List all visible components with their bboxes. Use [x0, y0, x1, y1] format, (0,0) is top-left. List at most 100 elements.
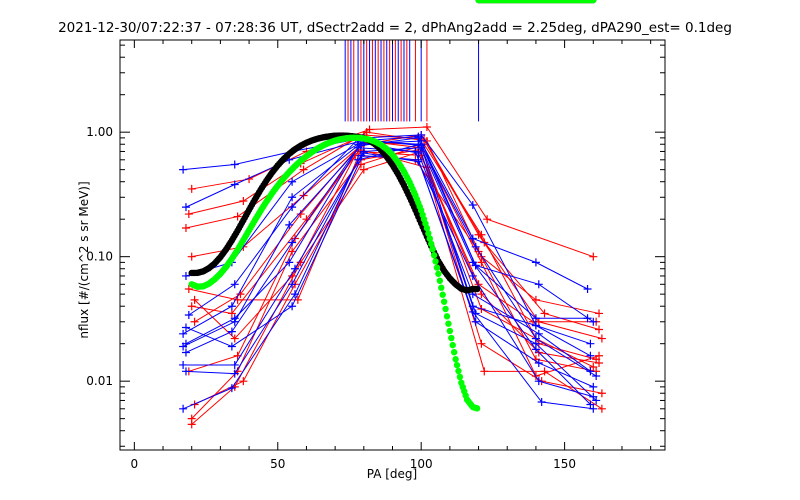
- data-point: [290, 264, 299, 273]
- data-point: [534, 358, 543, 367]
- x-tick-label: 150: [553, 457, 576, 471]
- data-point: [239, 377, 248, 386]
- data-point: [531, 314, 540, 323]
- data-point: [422, 123, 431, 132]
- data-point: [227, 302, 236, 311]
- y-tick-label: 0.01: [86, 374, 113, 388]
- data-point: [531, 345, 540, 354]
- data-point: [288, 247, 297, 256]
- data-point: [595, 309, 604, 318]
- fit-dot: [426, 235, 433, 242]
- data-point: [239, 197, 248, 206]
- data-point: [230, 314, 239, 323]
- data-point: [181, 339, 190, 348]
- data-point: [296, 210, 305, 219]
- data-point: [595, 325, 604, 334]
- data-point: [181, 223, 190, 232]
- y-tick-label: 0.10: [86, 250, 113, 264]
- data-point: [583, 284, 592, 293]
- data-point: [184, 311, 193, 320]
- data-point: [288, 177, 297, 186]
- data-point: [589, 252, 598, 261]
- data-point: [179, 404, 188, 413]
- blue-trace: [181, 138, 595, 376]
- data-point: [477, 339, 486, 348]
- fit-dot: [445, 320, 452, 327]
- data-point: [589, 382, 598, 391]
- data-point: [480, 367, 489, 376]
- data-point: [531, 334, 540, 343]
- data-point: [227, 327, 236, 336]
- data-point: [597, 404, 606, 413]
- fit-dot: [456, 373, 464, 381]
- data-point: [190, 400, 199, 409]
- red-trace: [190, 141, 604, 409]
- blue-trace-line: [185, 152, 594, 398]
- data-point: [468, 271, 477, 280]
- data-point: [592, 372, 601, 381]
- data-point: [187, 252, 196, 261]
- red-trace-line: [191, 142, 597, 360]
- data-point: [179, 165, 188, 174]
- data-point: [181, 323, 190, 332]
- data-point: [471, 317, 480, 326]
- data-point: [187, 420, 196, 429]
- data-point: [417, 141, 426, 150]
- data-point: [190, 295, 199, 304]
- data-point: [534, 377, 543, 386]
- data-point: [181, 348, 190, 357]
- fit-dot: [428, 240, 435, 248]
- data-point: [597, 389, 606, 398]
- fit-dot: [432, 258, 439, 265]
- data-point: [288, 203, 297, 212]
- data-point: [586, 351, 595, 360]
- fit-dot: [450, 348, 458, 356]
- axes: 0 50 100 150 0.01 0.10 1.00: [86, 40, 665, 471]
- data-point: [187, 302, 196, 311]
- data-point: [534, 280, 543, 289]
- data-point: [230, 369, 239, 378]
- data-point: [414, 157, 423, 166]
- data-point: [540, 309, 549, 318]
- data-point: [468, 201, 477, 210]
- data-point: [230, 334, 239, 343]
- red-trace-line: [191, 134, 603, 340]
- fit-dot: [438, 284, 445, 291]
- data-point: [471, 242, 480, 251]
- fit-dot: [425, 230, 432, 237]
- fit-dot: [439, 291, 446, 298]
- data-point: [595, 358, 604, 367]
- data-point: [227, 342, 236, 351]
- data-point: [362, 128, 371, 137]
- data-point: [230, 180, 239, 189]
- data-point: [477, 258, 486, 267]
- data-point: [181, 203, 190, 212]
- data-point: [589, 362, 598, 371]
- x-axis-label: PA [deg]: [367, 467, 417, 481]
- fit-dot: [440, 298, 448, 305]
- fit-dot: [455, 367, 462, 375]
- data-point: [359, 165, 368, 174]
- chart-title: 2021-12-30/07:22:37 - 07:28:36 UT, dSect…: [58, 20, 732, 36]
- data-point: [190, 317, 199, 326]
- fit-dot: [436, 277, 444, 284]
- red-trace-line: [194, 140, 594, 368]
- data-point: [184, 210, 193, 219]
- data-point: [537, 398, 546, 407]
- data-point: [586, 367, 595, 376]
- data-point: [181, 271, 190, 280]
- data-point: [540, 367, 549, 376]
- x-tick-label: 0: [131, 457, 139, 471]
- data-point: [583, 314, 592, 323]
- data-point: [288, 193, 297, 202]
- blue-trace: [181, 143, 598, 391]
- data-point: [534, 329, 543, 338]
- blue-trace-line: [183, 147, 591, 405]
- data-point: [474, 230, 483, 239]
- data-point: [299, 165, 308, 174]
- data-point: [288, 238, 297, 247]
- data-point: [531, 258, 540, 267]
- data-point: [227, 384, 236, 393]
- data-point: [589, 317, 598, 326]
